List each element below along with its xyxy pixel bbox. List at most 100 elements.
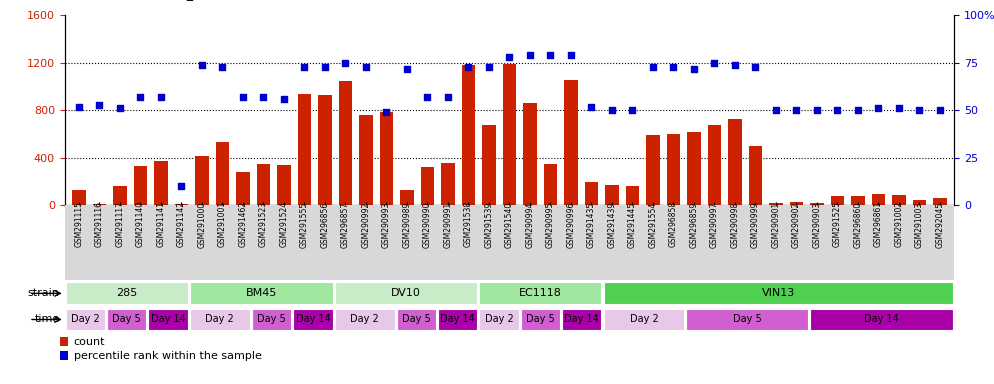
- Bar: [441, 163, 454, 205]
- Point: [460, 64, 476, 70]
- Point: [932, 107, 948, 114]
- Bar: [893, 195, 906, 205]
- Text: Day 2: Day 2: [629, 314, 658, 324]
- Bar: [462, 65, 475, 205]
- Point: [276, 96, 292, 102]
- Point: [891, 106, 907, 112]
- Bar: [339, 81, 352, 205]
- Bar: [667, 134, 680, 205]
- Bar: [563, 308, 601, 331]
- Point: [296, 64, 312, 70]
- Text: Day 5: Day 5: [112, 314, 141, 324]
- Bar: [359, 115, 373, 205]
- Point: [174, 184, 190, 190]
- Point: [522, 52, 538, 58]
- Point: [665, 64, 681, 70]
- Point: [255, 94, 271, 100]
- Point: [747, 64, 763, 70]
- Text: Day 14: Day 14: [151, 314, 186, 324]
- Text: Day 14: Day 14: [565, 314, 599, 324]
- Bar: [60, 337, 69, 346]
- Text: strain: strain: [28, 288, 60, 298]
- Bar: [482, 125, 496, 205]
- Bar: [148, 308, 188, 331]
- Point: [583, 104, 599, 110]
- Bar: [256, 164, 270, 205]
- Bar: [66, 282, 188, 305]
- Bar: [237, 172, 249, 205]
- Bar: [175, 204, 188, 205]
- Point: [624, 107, 640, 114]
- Text: Day 5: Day 5: [402, 314, 430, 324]
- Point: [153, 94, 169, 100]
- Bar: [521, 308, 560, 331]
- Bar: [216, 142, 229, 205]
- Bar: [298, 94, 311, 205]
- Point: [419, 94, 435, 100]
- Text: Day 2: Day 2: [485, 314, 514, 324]
- Point: [707, 60, 723, 66]
- Bar: [190, 308, 249, 331]
- Bar: [318, 95, 332, 205]
- Point: [338, 60, 354, 66]
- Bar: [686, 308, 808, 331]
- Bar: [769, 203, 782, 205]
- Bar: [66, 308, 105, 331]
- Bar: [401, 190, 414, 205]
- Point: [871, 106, 887, 112]
- Point: [317, 64, 333, 70]
- Text: DV10: DV10: [391, 288, 420, 298]
- Point: [112, 106, 128, 112]
- Point: [850, 107, 866, 114]
- Bar: [912, 200, 926, 205]
- Text: count: count: [74, 337, 105, 347]
- Bar: [810, 308, 953, 331]
- Bar: [335, 308, 395, 331]
- Bar: [605, 185, 618, 205]
- Bar: [851, 196, 865, 205]
- Bar: [565, 79, 578, 205]
- Bar: [251, 308, 291, 331]
- Bar: [626, 187, 639, 205]
- Point: [194, 62, 210, 68]
- Point: [645, 64, 661, 70]
- Bar: [397, 308, 436, 331]
- Text: percentile rank within the sample: percentile rank within the sample: [74, 351, 261, 361]
- Point: [71, 104, 86, 110]
- Text: Day 2: Day 2: [350, 314, 379, 324]
- Bar: [60, 351, 69, 360]
- Point: [358, 64, 374, 70]
- Bar: [831, 196, 844, 205]
- Bar: [790, 202, 803, 205]
- Point: [481, 64, 497, 70]
- Bar: [584, 182, 598, 205]
- Point: [911, 107, 927, 114]
- Text: Day 5: Day 5: [526, 314, 555, 324]
- Bar: [73, 190, 85, 205]
- Bar: [190, 282, 333, 305]
- Text: Day 14: Day 14: [440, 314, 475, 324]
- Bar: [748, 146, 762, 205]
- Text: 285: 285: [116, 288, 137, 298]
- Text: BM45: BM45: [246, 288, 277, 298]
- Point: [604, 107, 620, 114]
- Text: Day 14: Day 14: [295, 314, 330, 324]
- Bar: [687, 132, 701, 205]
- Point: [132, 94, 148, 100]
- Bar: [523, 103, 537, 205]
- Bar: [277, 165, 290, 205]
- Point: [91, 102, 107, 108]
- Point: [379, 109, 395, 115]
- Bar: [933, 198, 946, 205]
- Point: [501, 54, 517, 60]
- Bar: [134, 166, 147, 205]
- Point: [440, 94, 456, 100]
- Point: [543, 52, 559, 58]
- Text: Day 5: Day 5: [733, 314, 761, 324]
- Text: time: time: [35, 314, 60, 324]
- Text: Day 2: Day 2: [206, 314, 235, 324]
- Bar: [335, 282, 477, 305]
- Bar: [729, 119, 742, 205]
- Text: Day 5: Day 5: [257, 314, 286, 324]
- Text: EC1118: EC1118: [519, 288, 562, 298]
